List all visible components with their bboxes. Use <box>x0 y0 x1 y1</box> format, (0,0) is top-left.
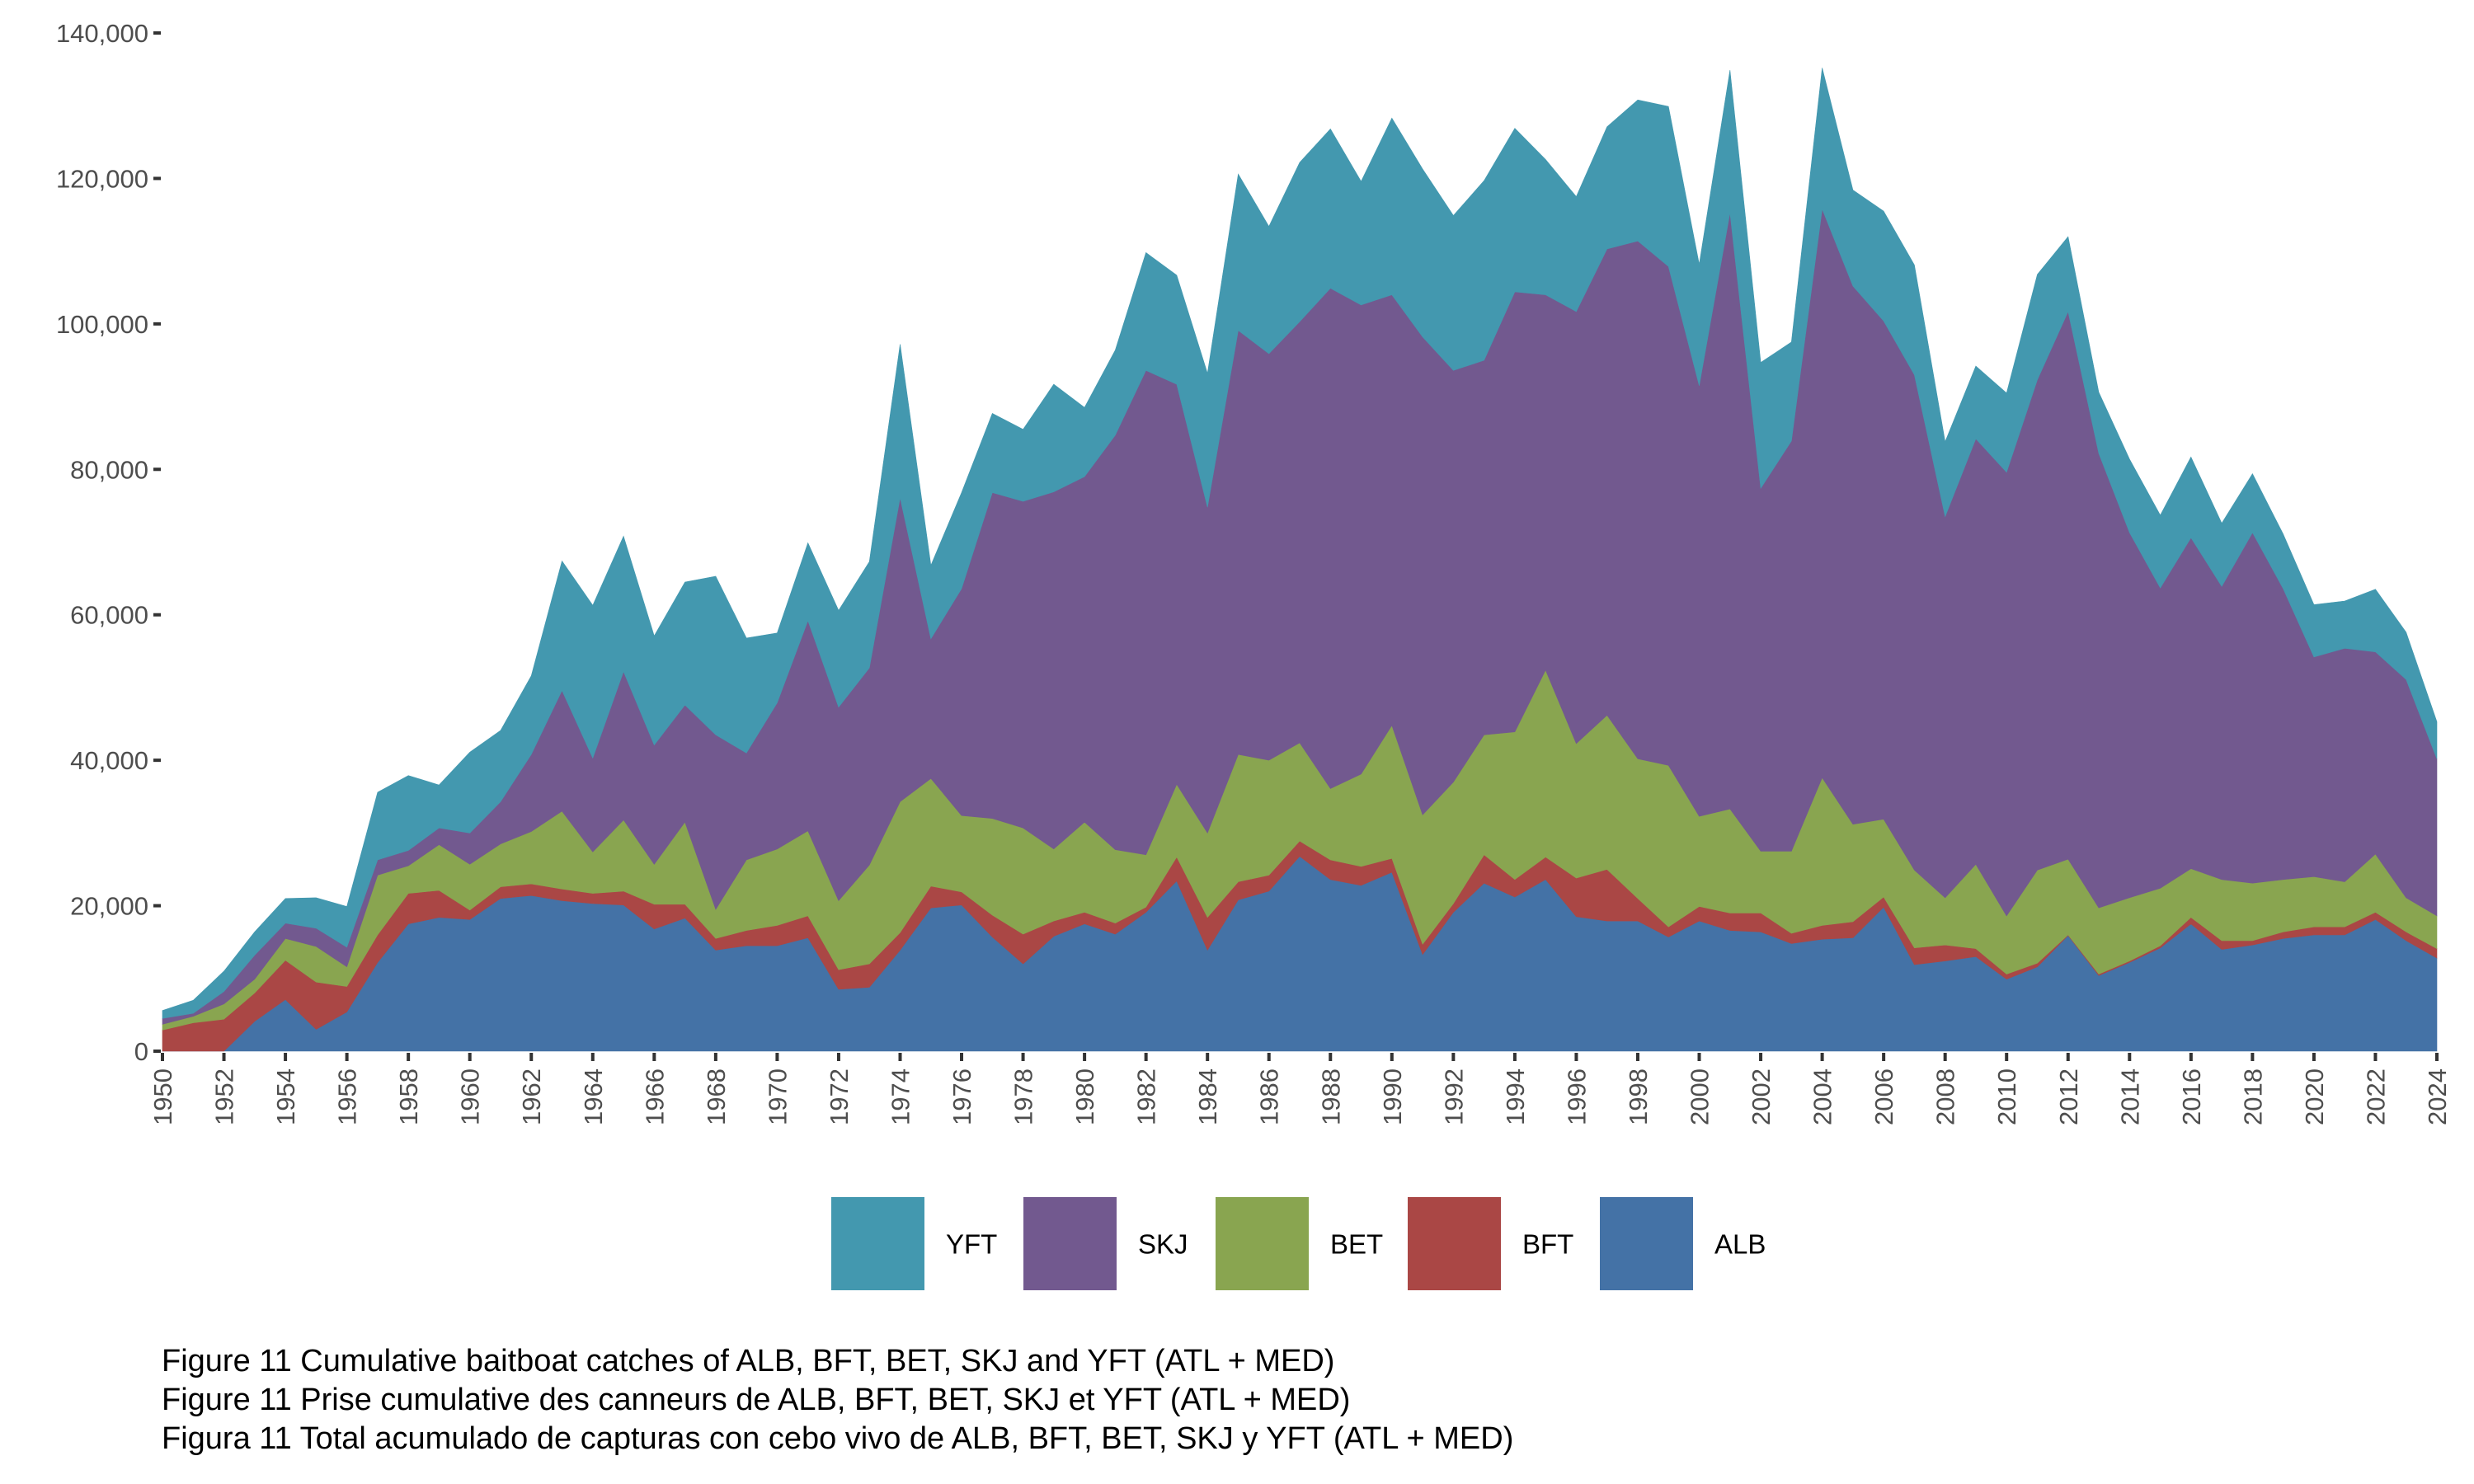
x-tick-label: 2020 <box>2300 1068 2329 1125</box>
x-tick-label: 2016 <box>2177 1068 2206 1125</box>
x-tick-label: 1978 <box>1009 1068 1038 1125</box>
y-tick-label: 20,000 <box>70 892 148 921</box>
caption-line-french: Figure 11 Prise cumulative des canneurs … <box>162 1383 1351 1417</box>
x-tick-label: 2012 <box>2054 1068 2083 1125</box>
legend-label: YFT <box>946 1229 997 1260</box>
area-yft <box>162 68 2438 1019</box>
y-axis: 0 20,000 40,000 60,000 80,000 100,000 120,000 1… <box>56 19 161 1066</box>
x-tick-label: 1962 <box>517 1068 546 1125</box>
x-tick-label: 2024 <box>2423 1068 2452 1125</box>
legend-label: BET <box>1330 1229 1383 1260</box>
x-tick-label: 2022 <box>2361 1068 2390 1125</box>
legend-item-bet: BET <box>1216 1197 1383 1290</box>
y-tick-label: 140,000 <box>56 19 148 48</box>
x-tick-label: 1994 <box>1501 1068 1530 1125</box>
y-tick-label: 80,000 <box>70 455 148 484</box>
x-tick-label: 1950 <box>148 1068 177 1125</box>
x-tick-label: 1968 <box>702 1068 731 1125</box>
legend: YFT SKJ BET BFT ALB <box>831 1197 1766 1290</box>
x-tick-label: 1970 <box>763 1068 792 1125</box>
y-tick-label: 120,000 <box>56 164 148 193</box>
x-tick-label: 1980 <box>1070 1068 1099 1125</box>
x-tick-label: 2014 <box>2115 1068 2144 1125</box>
x-axis: 1950 1952 1954 1956 1958 1960 1962 1964 1966 1968… <box>148 1053 2452 1125</box>
legend-swatch <box>831 1197 924 1290</box>
x-tick-label: 1964 <box>579 1068 608 1125</box>
x-tick-label: 2008 <box>1931 1068 1960 1125</box>
x-tick-label: 1984 <box>1193 1068 1222 1125</box>
x-tick-label: 1972 <box>825 1068 854 1125</box>
x-tick-label: 2004 <box>1808 1068 1837 1125</box>
y-tick-label: 40,000 <box>70 746 148 775</box>
legend-item-alb: ALB <box>1600 1197 1766 1290</box>
x-tick-label: 1996 <box>1562 1068 1591 1125</box>
x-tick-label: 2002 <box>1747 1068 1776 1125</box>
legend-label: ALB <box>1714 1229 1766 1260</box>
legend-swatch <box>1408 1197 1501 1290</box>
legend-item-skj: SKJ <box>1023 1197 1188 1290</box>
y-tick-label: 60,000 <box>70 601 148 630</box>
y-tick-label: 100,000 <box>56 310 148 339</box>
legend-item-bft: BFT <box>1408 1197 1573 1290</box>
legend-item-yft: YFT <box>831 1197 997 1290</box>
x-tick-label: 1974 <box>886 1068 915 1125</box>
x-tick-label: 1958 <box>394 1068 423 1125</box>
figure-caption: Figure 11 Cumulative baitboat catches of… <box>162 1342 1513 1458</box>
x-tick-label: 1952 <box>210 1068 239 1125</box>
legend-label: SKJ <box>1138 1229 1188 1260</box>
x-tick-label: 1966 <box>640 1068 669 1125</box>
x-tick-label: 1988 <box>1316 1068 1345 1125</box>
x-tick-label: 1956 <box>333 1068 362 1125</box>
caption-line-spanish: Figura 11 Total acumulado de capturas co… <box>162 1421 1514 1456</box>
area-layers <box>162 68 2438 1052</box>
legend-swatch <box>1600 1197 1693 1290</box>
legend-swatch <box>1023 1197 1117 1290</box>
x-tick-label: 1960 <box>456 1068 485 1125</box>
x-tick-label: 2006 <box>1870 1068 1898 1125</box>
x-tick-label: 1998 <box>1624 1068 1653 1125</box>
x-tick-label: 1990 <box>1378 1068 1407 1125</box>
x-tick-label: 1986 <box>1255 1068 1284 1125</box>
legend-label: BFT <box>1522 1229 1573 1260</box>
caption-line-english: Figure 11 Cumulative baitboat catches of… <box>162 1344 1335 1378</box>
x-tick-label: 2018 <box>2238 1068 2267 1125</box>
x-tick-label: 1982 <box>1132 1068 1161 1125</box>
x-tick-label: 2000 <box>1686 1068 1714 1125</box>
x-tick-label: 1992 <box>1439 1068 1468 1125</box>
legend-swatch <box>1216 1197 1309 1290</box>
y-tick-label: 0 <box>134 1037 148 1066</box>
x-tick-label: 1976 <box>948 1068 976 1125</box>
x-tick-label: 2010 <box>1992 1068 2021 1125</box>
x-tick-label: 1954 <box>271 1068 300 1125</box>
